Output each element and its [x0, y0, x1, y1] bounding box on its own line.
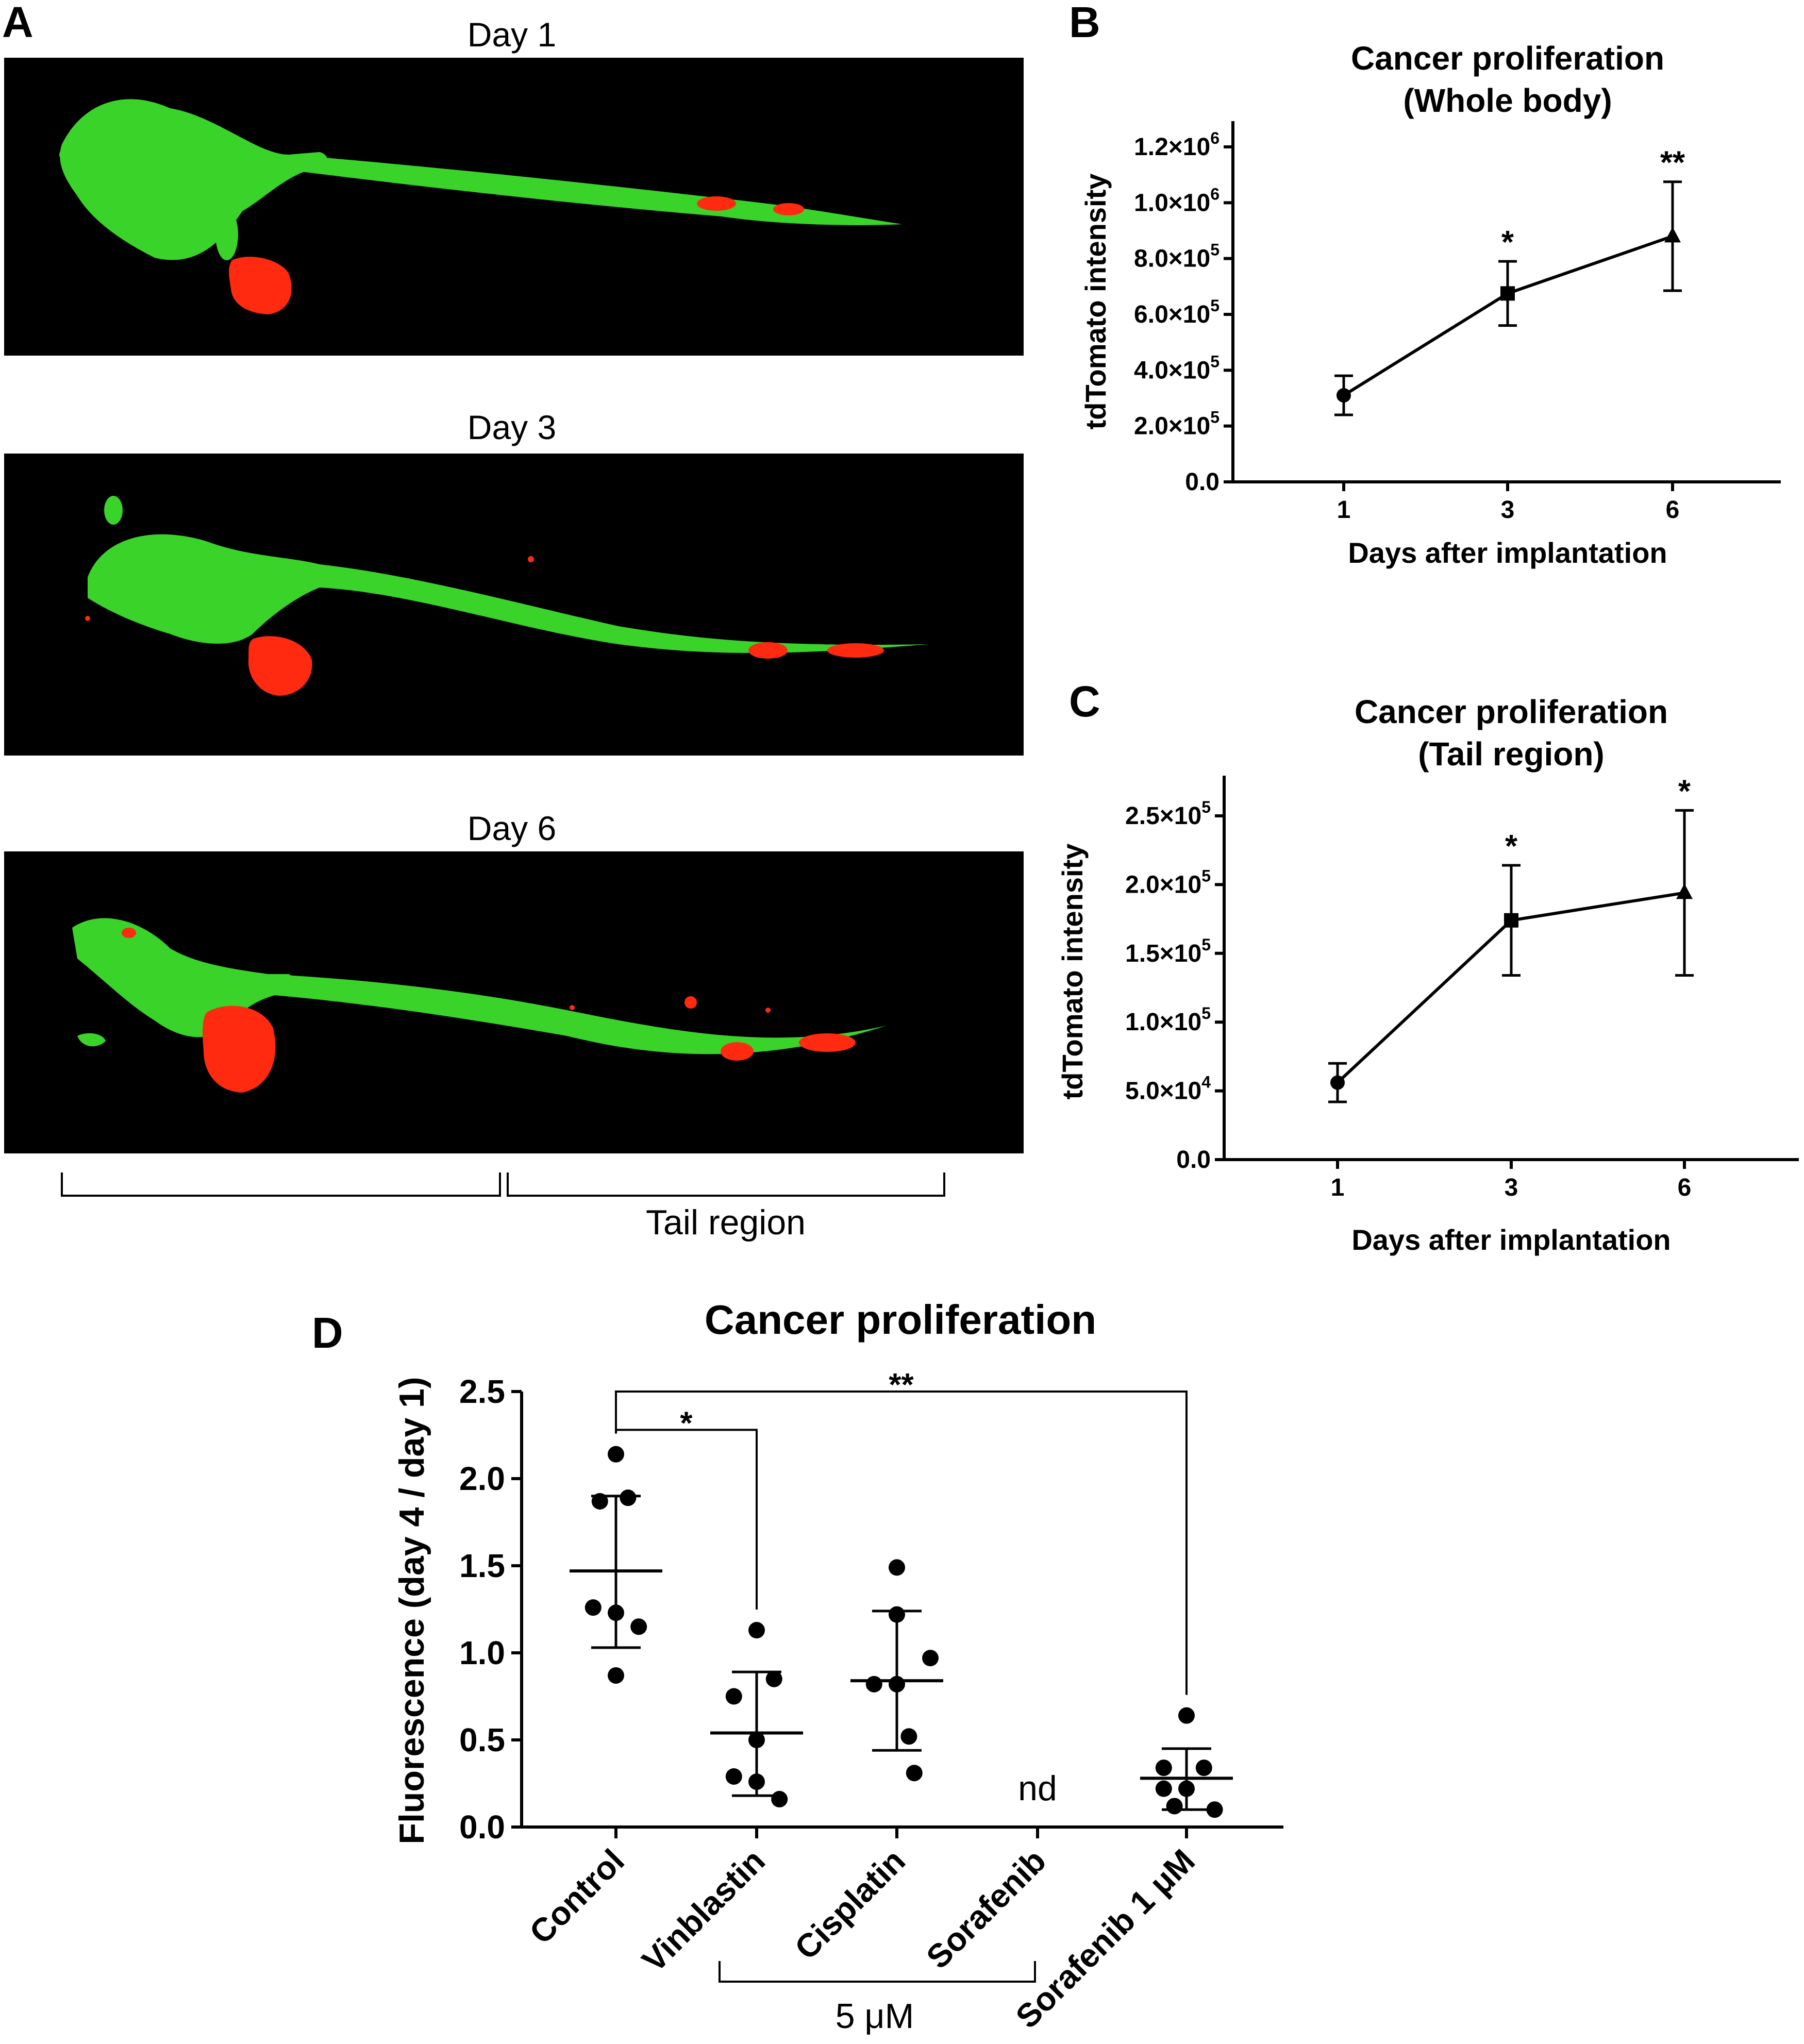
data-point: [889, 1559, 905, 1576]
data-point: [922, 1650, 939, 1667]
chart-whole-body: Cancer proliferation (Whole body) 0.0 2.0×1…: [1079, 40, 1781, 569]
y-tick-label: 1.2×106: [1134, 129, 1220, 161]
comparison-bracket: [615, 1390, 1188, 1695]
y-tick-label: 6.0×105: [1134, 296, 1220, 328]
tail-region-label: Tail region: [646, 1203, 806, 1242]
fluorescence-image-day1: [4, 58, 1024, 356]
x-tick-label: Vinblastin: [635, 1842, 772, 1979]
x-tick-label: 6: [1666, 496, 1680, 524]
data-point: [906, 1765, 923, 1782]
significance-marker: *: [1501, 225, 1514, 260]
not-detected-label: nd: [1018, 1769, 1057, 1808]
data-point: [725, 1688, 742, 1705]
significance-marker: *: [1505, 829, 1518, 864]
comparison-bracket: [615, 1429, 758, 1610]
panel-d-letter: D: [312, 1309, 343, 1357]
x-tick-label: 3: [1501, 496, 1515, 524]
x-tick-label: Sorafenib: [919, 1842, 1053, 1976]
fluorescence-image-day6: [4, 851, 1024, 1153]
data-point: [630, 1618, 647, 1635]
data-point: [1195, 1760, 1212, 1777]
x-tick-label: 6: [1678, 1174, 1692, 1201]
significance-marker: *: [1678, 774, 1691, 809]
chart-title: Cancer proliferation: [1351, 40, 1664, 77]
y-tick-label: 2.5: [459, 1373, 505, 1410]
data-point: [1178, 1707, 1195, 1724]
chart-tail-region: Cancer proliferation (Tail region) 0.0 5.0×…: [1056, 693, 1799, 1256]
y-tick-label: 2.0×105: [1125, 866, 1211, 898]
y-tick-label: 1.0: [459, 1634, 505, 1671]
y-tick-label: 2.0: [459, 1460, 505, 1497]
panel-b-letter: B: [1069, 0, 1100, 46]
y-tick-label: 0.0: [1176, 1146, 1211, 1174]
y-tick-label: 1.5: [459, 1547, 505, 1584]
y-tick-label: 4.0×105: [1134, 352, 1220, 384]
chart-subtitle: (Tail region): [1418, 735, 1604, 773]
data-point: [1155, 1780, 1172, 1797]
data-point: [1676, 883, 1693, 899]
x-tick-label: Cisplatin: [788, 1842, 912, 1967]
data-point: [865, 1676, 882, 1693]
data-point: [1155, 1760, 1172, 1777]
x-tick-label: 1: [1331, 1174, 1345, 1201]
data-point: [1664, 227, 1681, 243]
y-tick-label: 0.0: [1185, 468, 1220, 496]
y-tick-label: 2.0×105: [1134, 408, 1220, 440]
data-point: [1166, 1798, 1183, 1815]
fluorescence-image-day3: [4, 454, 1024, 756]
x-tick-label: Control: [522, 1842, 631, 1951]
y-tick-label: 1.0×105: [1125, 1004, 1211, 1036]
y-axis-label: tdTomato intensity: [1079, 174, 1112, 430]
group-bracket: [719, 1961, 1036, 1983]
data-point: [725, 1768, 742, 1785]
x-axis-label: Days after implantation: [1351, 1224, 1671, 1256]
data-point: [620, 1489, 637, 1506]
data-point: [608, 1446, 624, 1463]
image-title-day3: Day 3: [467, 408, 556, 446]
data-point: [1504, 913, 1518, 928]
chart-title: Cancer proliferation: [705, 1297, 1096, 1343]
comparison-significance: *: [680, 1405, 693, 1441]
data-point: [771, 1790, 788, 1807]
y-tick-label: 1.0×106: [1134, 185, 1220, 216]
y-tick-label: 5.0×104: [1125, 1073, 1211, 1105]
x-tick-label: 1: [1337, 496, 1351, 524]
chart-treatment-scatter: Cancer proliferation 0.0 0.5 1.0 1.5 2.0 2.5 Fl…: [392, 1297, 1283, 2036]
data-point: [748, 1622, 765, 1639]
group-label: 5 μM: [836, 1997, 914, 2036]
y-axis-label: tdTomato intensity: [1056, 844, 1089, 1100]
image-title-day1: Day 1: [467, 15, 556, 54]
image-title-day6: Day 6: [467, 809, 556, 847]
data-point: [765, 1670, 782, 1687]
data-point: [1206, 1801, 1223, 1818]
data-point: [1500, 286, 1515, 301]
data-point: [900, 1728, 917, 1745]
data-point: [1337, 388, 1351, 403]
significance-marker: **: [1660, 145, 1685, 181]
y-tick-label: 0.0: [459, 1808, 505, 1846]
panel-c-letter: C: [1069, 677, 1100, 726]
x-axis-label: Days after implantation: [1348, 537, 1667, 569]
data-point: [584, 1599, 602, 1616]
y-tick-label: 8.0×105: [1134, 241, 1220, 273]
panel-a-letter: A: [2, 0, 34, 46]
y-tick-label: 2.5×105: [1125, 798, 1211, 830]
y-tick-label: 0.5: [459, 1721, 505, 1758]
y-axis-label: Fluorescence (day 4 / day 1): [392, 1377, 431, 1844]
x-tick-label: 3: [1505, 1174, 1518, 1201]
chart-subtitle: (Whole body): [1403, 82, 1612, 119]
data-point: [1330, 1075, 1345, 1090]
chart-title: Cancer proliferation: [1355, 693, 1668, 730]
region-brackets: [61, 1172, 945, 1197]
comparison-significance: **: [889, 1367, 914, 1403]
data-point: [608, 1667, 624, 1684]
y-tick-label: 1.5×105: [1125, 935, 1211, 967]
